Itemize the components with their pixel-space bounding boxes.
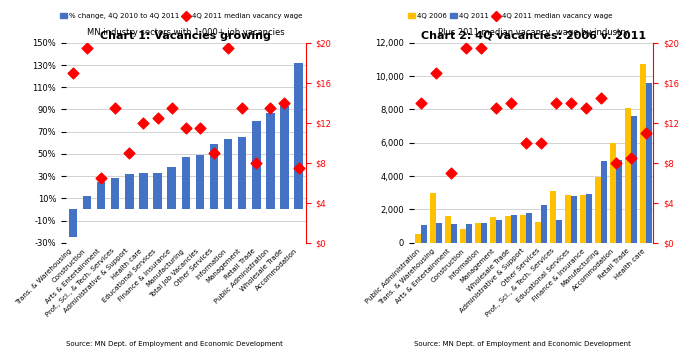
- Bar: [415, 235, 421, 243]
- Bar: [445, 216, 451, 243]
- Bar: [565, 195, 571, 243]
- Bar: [210, 144, 218, 210]
- Bar: [294, 63, 303, 210]
- Bar: [436, 223, 442, 243]
- Point: [237, 105, 248, 111]
- Point: [505, 100, 516, 106]
- Bar: [196, 155, 204, 210]
- Point: [96, 175, 107, 181]
- Bar: [421, 225, 427, 243]
- Bar: [125, 174, 133, 210]
- Point: [152, 115, 163, 121]
- Bar: [69, 210, 77, 237]
- Point: [550, 100, 561, 106]
- Bar: [535, 222, 541, 243]
- Bar: [224, 140, 232, 210]
- Point: [81, 45, 92, 51]
- Point: [265, 105, 276, 111]
- Point: [580, 105, 591, 111]
- Bar: [252, 121, 260, 210]
- Point: [223, 45, 234, 51]
- Bar: [631, 116, 637, 243]
- Bar: [646, 83, 652, 243]
- Text: Source: MN Dept. of Employment and Economic Development: Source: MN Dept. of Employment and Econo…: [414, 341, 630, 347]
- Bar: [541, 205, 547, 243]
- Bar: [451, 223, 457, 243]
- Point: [535, 140, 546, 146]
- Bar: [266, 113, 275, 210]
- Bar: [526, 213, 532, 243]
- Bar: [182, 157, 190, 210]
- Bar: [460, 230, 466, 243]
- Point: [110, 105, 121, 111]
- Point: [641, 130, 652, 136]
- Text: MN industry sectors with 1,000+ job vacancies: MN industry sectors with 1,000+ job vaca…: [87, 28, 285, 37]
- Point: [180, 125, 192, 131]
- Bar: [556, 220, 562, 243]
- Bar: [640, 65, 646, 243]
- Point: [194, 125, 205, 131]
- Point: [625, 155, 636, 161]
- Point: [124, 150, 135, 156]
- Point: [610, 160, 621, 166]
- Bar: [111, 178, 119, 210]
- Point: [430, 70, 441, 76]
- Bar: [490, 217, 496, 243]
- Title: Chart 1: Vacancies growing: Chart 1: Vacancies growing: [101, 31, 271, 41]
- Bar: [625, 108, 631, 243]
- Bar: [511, 215, 517, 243]
- Point: [595, 95, 607, 101]
- Point: [520, 140, 532, 146]
- Bar: [83, 196, 92, 210]
- Bar: [610, 143, 616, 243]
- Bar: [520, 215, 526, 243]
- Bar: [505, 216, 511, 243]
- Title: Chart 2: 4Q vacancies: 2006 v. 2011: Chart 2: 4Q vacancies: 2006 v. 2011: [421, 31, 646, 41]
- Bar: [475, 223, 481, 243]
- Point: [251, 160, 262, 166]
- Bar: [280, 106, 289, 210]
- Point: [208, 150, 219, 156]
- Bar: [97, 182, 105, 210]
- Point: [566, 100, 577, 106]
- Text: Plus 2011 median vacancy  wage by industry: Plus 2011 median vacancy wage by industr…: [438, 28, 629, 37]
- Bar: [616, 160, 622, 243]
- Point: [446, 170, 457, 176]
- Bar: [466, 223, 472, 243]
- Bar: [496, 220, 502, 243]
- Bar: [601, 161, 607, 243]
- Bar: [481, 223, 487, 243]
- Bar: [167, 167, 176, 210]
- Point: [293, 165, 304, 171]
- Point: [138, 120, 149, 126]
- Point: [279, 100, 290, 106]
- Bar: [139, 173, 148, 210]
- Point: [67, 70, 78, 76]
- Bar: [430, 193, 436, 243]
- Point: [475, 45, 486, 51]
- Bar: [238, 137, 246, 210]
- Legend: % change, 4Q 2010 to 4Q 2011, 4Q 2011 median vacancy wage: % change, 4Q 2010 to 4Q 2011, 4Q 2011 me…: [58, 10, 305, 22]
- Bar: [580, 195, 586, 243]
- Bar: [586, 195, 592, 243]
- Point: [460, 45, 471, 51]
- Bar: [550, 191, 556, 243]
- Bar: [595, 177, 601, 243]
- Text: Source: MN Dept. of Employment and Economic Development: Source: MN Dept. of Employment and Econo…: [66, 341, 282, 347]
- Bar: [571, 196, 577, 243]
- Point: [416, 100, 427, 106]
- Point: [166, 105, 177, 111]
- Legend: 4Q 2006, 4Q 2011, 4Q 2011 median vacancy wage: 4Q 2006, 4Q 2011, 4Q 2011 median vacancy…: [405, 10, 615, 22]
- Bar: [153, 173, 162, 210]
- Point: [491, 105, 502, 111]
